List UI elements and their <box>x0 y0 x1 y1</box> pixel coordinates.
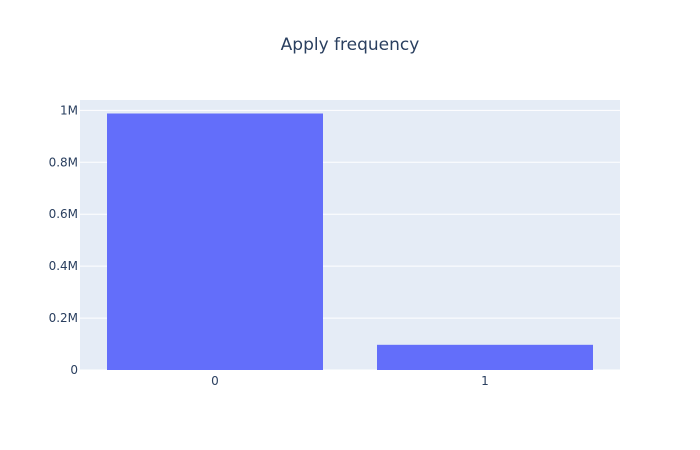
bar-0[interactable] <box>107 113 323 371</box>
y-tick-label: 0 <box>70 363 78 377</box>
chart-title: Apply frequency <box>281 35 420 55</box>
y-tick-label: 0.6M <box>49 207 78 221</box>
bars <box>107 113 593 371</box>
y-tick-label: 0.2M <box>49 311 78 325</box>
y-tick-label: 0.4M <box>49 259 78 273</box>
bar-1[interactable] <box>377 344 593 370</box>
y-tick-label: 1M <box>60 103 78 117</box>
y-axis-ticks: 0 0.2M 0.4M 0.6M 0.8M 1M <box>49 103 78 377</box>
y-tick-label: 0.8M <box>49 155 78 169</box>
x-tick-label: 0 <box>211 374 219 388</box>
x-tick-label: 1 <box>481 374 489 388</box>
